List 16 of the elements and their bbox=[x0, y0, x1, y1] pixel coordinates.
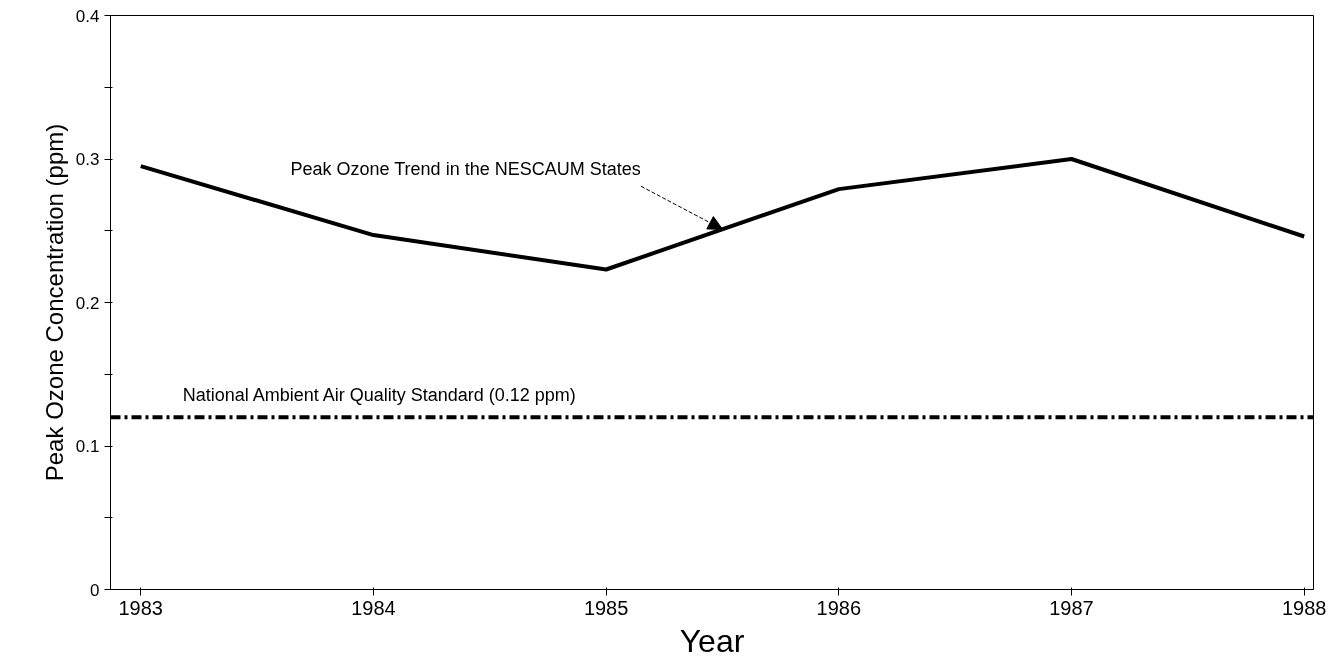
x-tick-label: 1987 bbox=[1049, 596, 1094, 619]
x-tick-label: 1988 bbox=[1281, 596, 1327, 619]
annotation: Peak Ozone Trend in the NESCAUM States bbox=[290, 159, 641, 180]
y-tick-label: 0 bbox=[90, 580, 100, 600]
y-axis-title: Peak Ozone Concentration (ppm) bbox=[40, 123, 68, 482]
x-axis-title: Year bbox=[679, 622, 745, 659]
y-tick-label: 0.1 bbox=[75, 437, 100, 456]
line-series bbox=[138, 157, 1307, 272]
x-tick-label: 1983 bbox=[118, 596, 163, 619]
x-tick-label: 1984 bbox=[351, 596, 396, 619]
y-tick-label: 0.4 bbox=[75, 6, 100, 26]
x-tick-label: 1985 bbox=[583, 596, 629, 619]
y-tick-label: 0.2 bbox=[75, 293, 100, 313]
x-tick-label: 1986 bbox=[816, 596, 862, 619]
y-tick-label: 0.3 bbox=[75, 150, 100, 169]
ref-line-label: National Ambient Air Quality Standard (0.12 ppm) bbox=[182, 385, 576, 406]
